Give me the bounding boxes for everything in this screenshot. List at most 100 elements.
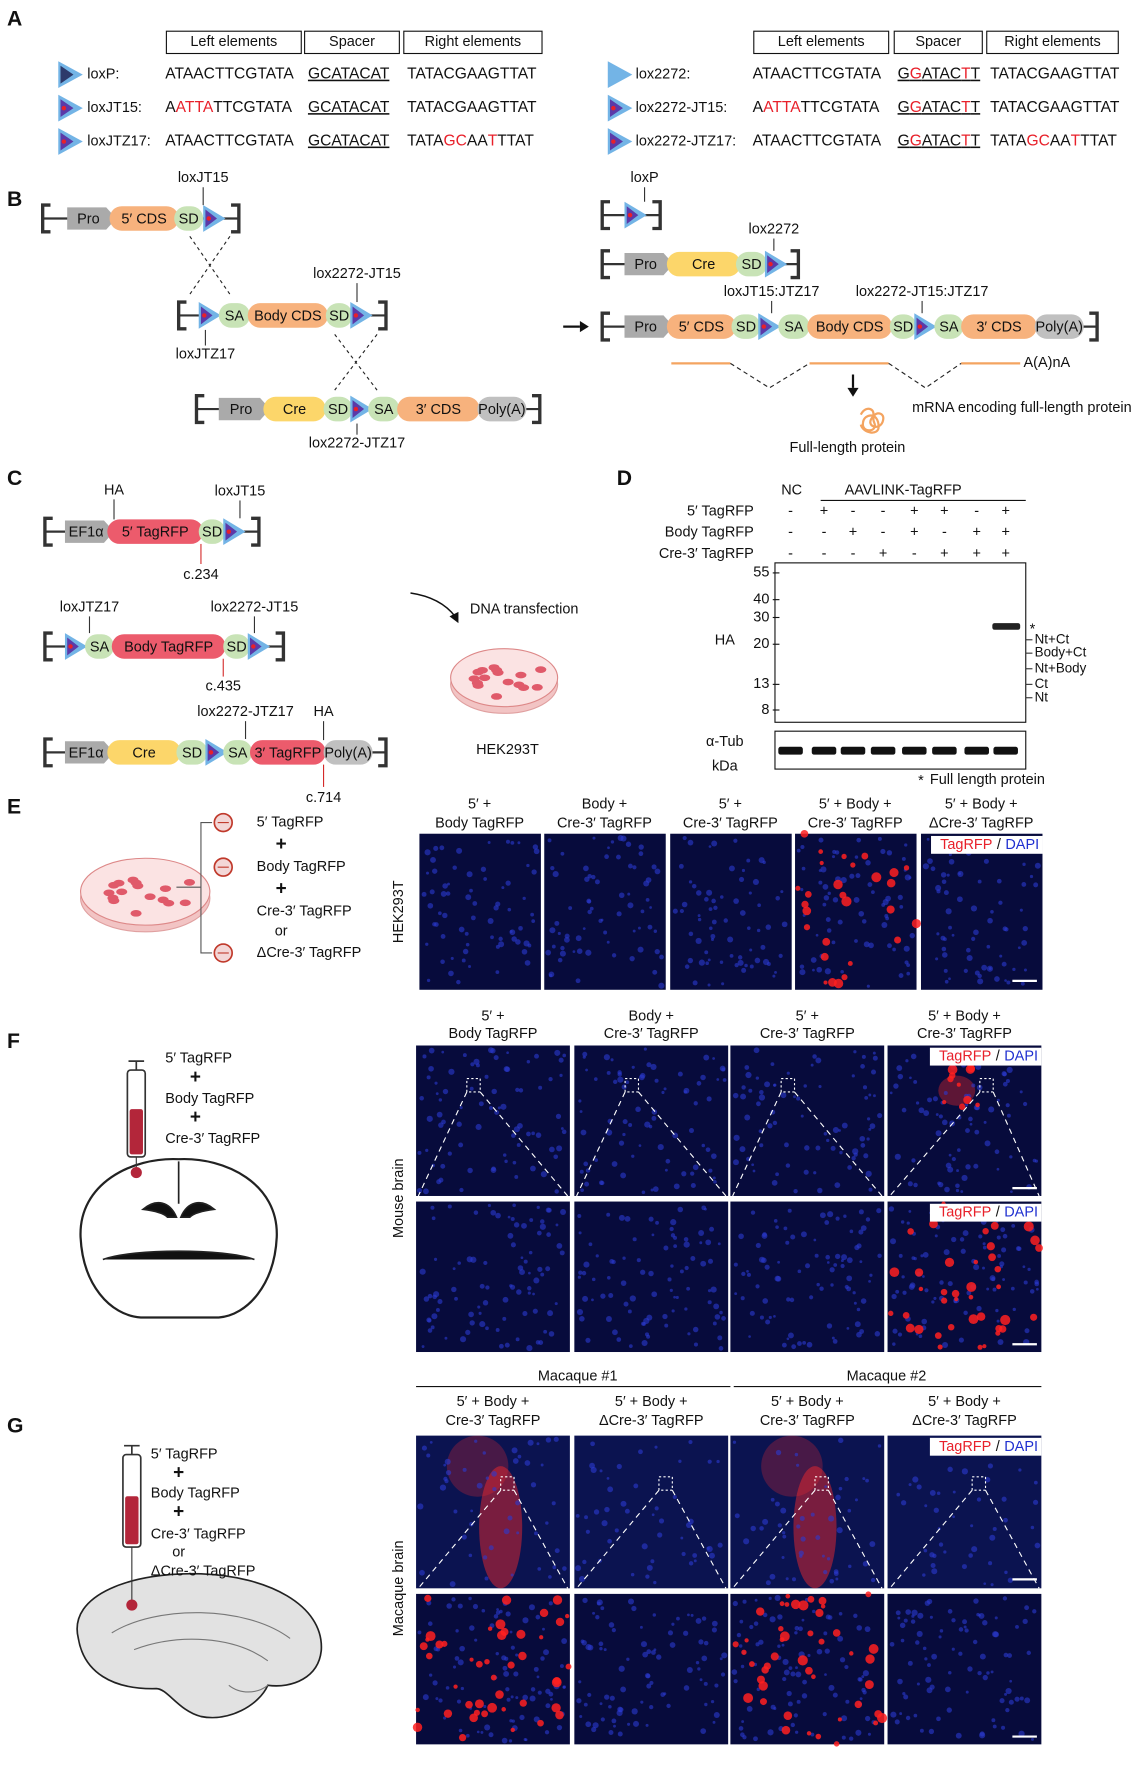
nucleus (539, 1223, 546, 1230)
legend-stain: DAPI (1004, 1048, 1038, 1064)
nucleus (1004, 1692, 1008, 1696)
nucleus (958, 1651, 963, 1656)
nucleus (945, 908, 952, 915)
nucleus (599, 1469, 603, 1473)
nucleus (443, 1463, 447, 1467)
nucleus (962, 1230, 969, 1237)
nucleus (564, 936, 570, 943)
nucleus (939, 1280, 944, 1285)
nucleus (983, 858, 989, 864)
nucleus (714, 1683, 719, 1688)
nucleus (695, 1660, 700, 1665)
nucleus (781, 921, 788, 928)
nucleus (603, 1054, 610, 1061)
nucleus (459, 1336, 467, 1343)
nucleus (533, 1666, 539, 1672)
nucleus (732, 1440, 737, 1444)
sequence-part: GCATACAT (308, 99, 390, 116)
nucleus (862, 1690, 867, 1695)
column-header: Cre-3′ TagRFP (760, 1026, 855, 1042)
nucleus (445, 1469, 452, 1476)
nucleus (733, 1159, 739, 1166)
cell (535, 666, 547, 673)
nucleus (841, 1715, 848, 1722)
cell (988, 1253, 996, 1262)
nucleus (853, 1613, 858, 1618)
nucleus (773, 1706, 777, 1711)
nucleus (507, 1215, 511, 1219)
sequence: TATACGAAGTTAT (990, 99, 1120, 116)
legend-sep: / (996, 1048, 1001, 1064)
band (992, 623, 1021, 630)
cell (815, 1608, 824, 1618)
nucleus (484, 1074, 489, 1079)
nucleus (771, 1180, 778, 1186)
bracket (194, 394, 205, 425)
micrograph (574, 1593, 729, 1745)
cell (818, 1596, 827, 1605)
nucleus (894, 1153, 901, 1160)
nucleus (478, 1311, 482, 1315)
nucleus (758, 1639, 764, 1645)
nucleus (506, 1051, 509, 1055)
nucleus (638, 1074, 645, 1081)
header-box (986, 30, 1119, 55)
nucleus (430, 857, 436, 863)
nucleus (915, 1640, 920, 1645)
element (223, 740, 253, 765)
nucleus (966, 954, 973, 962)
nucleus (625, 841, 632, 847)
nucleus (1022, 862, 1026, 866)
nucleus (488, 1105, 493, 1110)
nucleus (446, 1603, 452, 1609)
recipe-item: + (190, 1107, 201, 1128)
nucleus (867, 1732, 871, 1736)
site-name: lox2272-JT15: (636, 100, 728, 116)
element-label: SD (227, 639, 247, 655)
nucleus (924, 1288, 929, 1293)
nucleus (745, 1071, 752, 1079)
nucleus (631, 1154, 635, 1158)
nucleus (533, 848, 540, 855)
nucleus (982, 1620, 988, 1626)
cell (744, 1638, 749, 1643)
nucleus (869, 1541, 876, 1548)
nucleus (961, 1468, 968, 1475)
nucleus (769, 1573, 776, 1580)
nucleus (970, 905, 978, 912)
nucleus (526, 1060, 531, 1064)
nucleus (812, 1609, 816, 1614)
nucleus (1022, 1265, 1026, 1269)
nucleus (754, 1598, 758, 1602)
cell (873, 1720, 879, 1726)
nucleus (562, 1566, 567, 1571)
nucleus (509, 1284, 516, 1290)
nucleus (474, 1638, 478, 1642)
nucleus (705, 961, 709, 966)
cell (565, 1613, 570, 1619)
nucleus (510, 1573, 514, 1577)
nucleus (948, 858, 955, 865)
cell (539, 1635, 544, 1640)
nucleus (653, 929, 658, 933)
nucleus (701, 1143, 706, 1148)
nucleus (1003, 1517, 1008, 1523)
nucleus (644, 1121, 651, 1128)
nucleus (436, 1111, 443, 1118)
nucleus (633, 1720, 640, 1727)
nucleus (516, 1289, 522, 1295)
zoom-box (814, 1476, 829, 1491)
nucleus (821, 1554, 825, 1558)
sequence-part: TTAT (497, 133, 534, 150)
column-header: ΔCre-3′ TagRFP (912, 1413, 1017, 1429)
sequence-part: AA (467, 133, 488, 150)
nucleus (714, 1314, 721, 1320)
nucleus (851, 1074, 855, 1078)
header: Right elements (1004, 34, 1101, 50)
cell (555, 1710, 564, 1720)
nucleus (527, 1286, 532, 1291)
cell (103, 889, 115, 897)
nucleus (734, 962, 739, 968)
nucleus (813, 1238, 817, 1242)
sequence-part: TATA (990, 133, 1027, 150)
